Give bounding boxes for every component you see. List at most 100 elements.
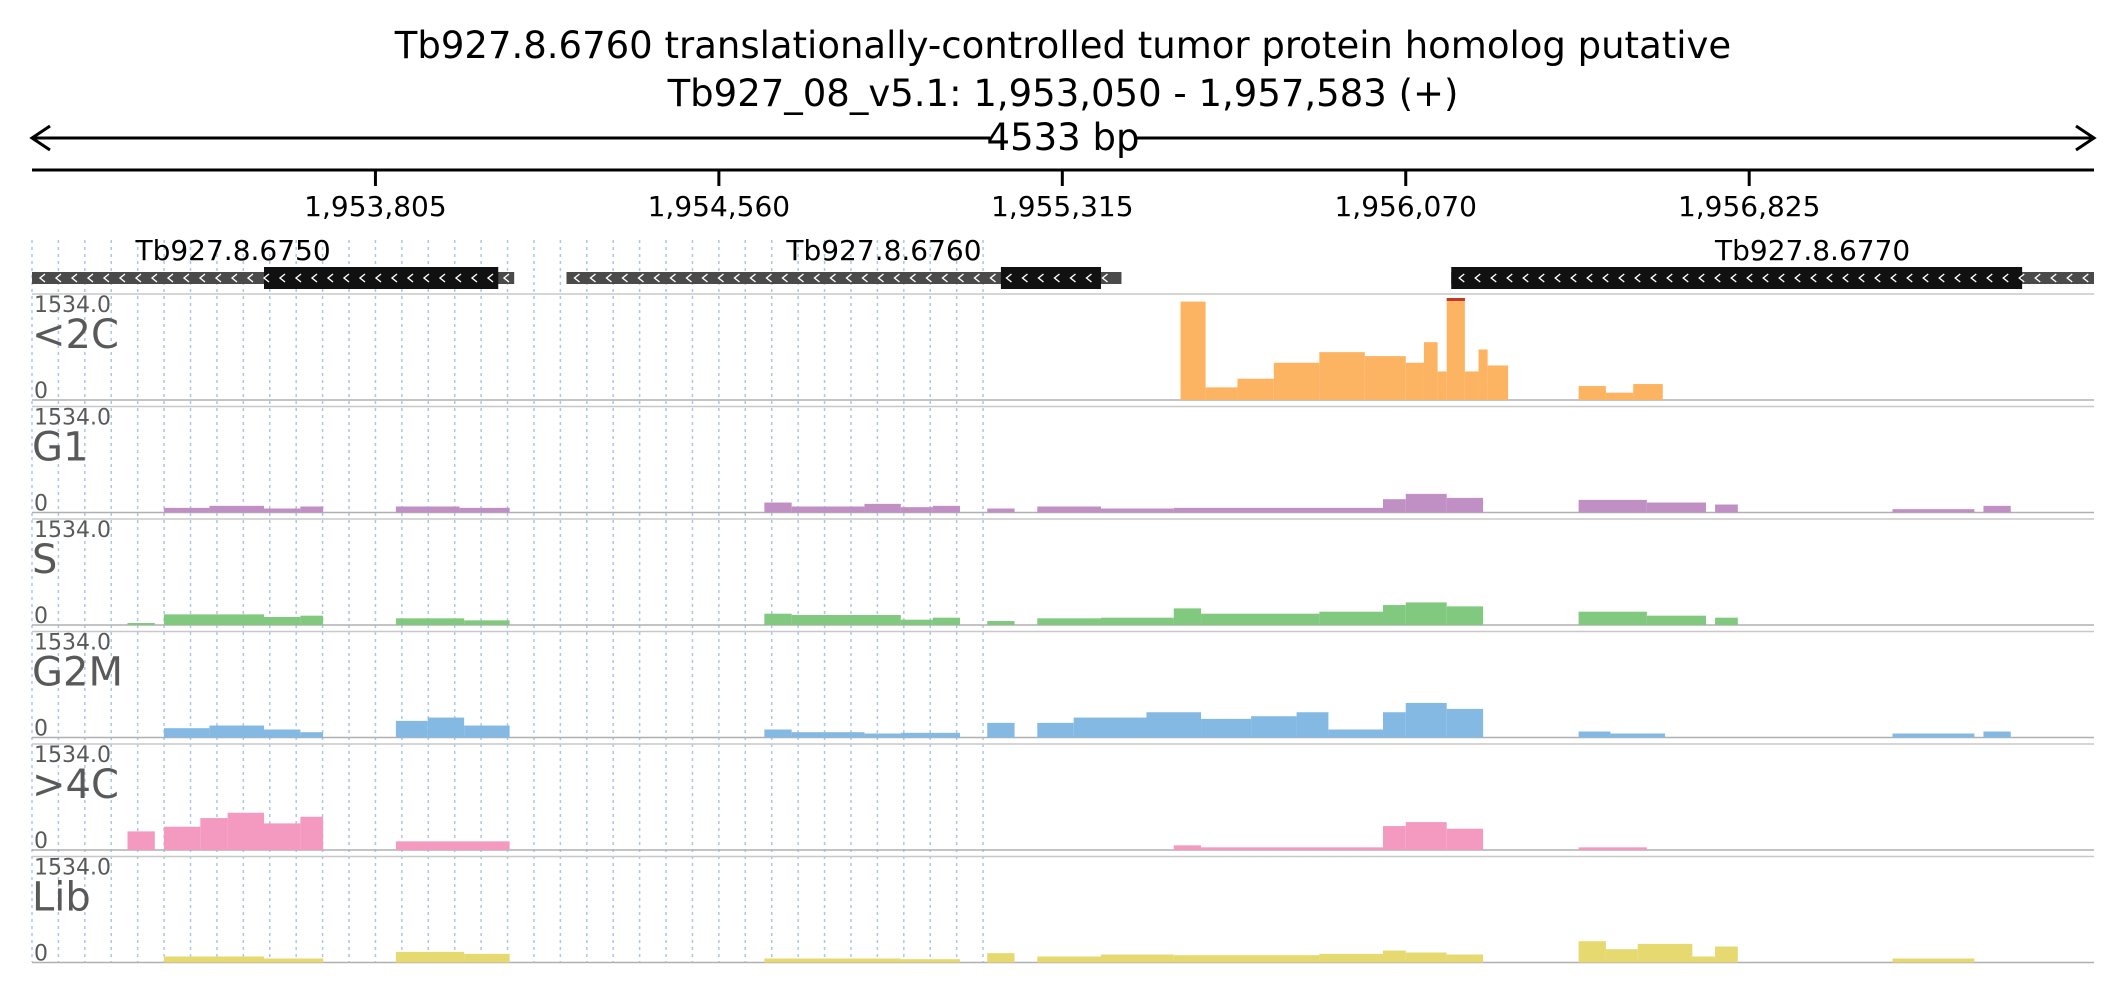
strand-chevron <box>262 273 270 283</box>
coverage-bar <box>1605 949 1638 963</box>
coverage-bar <box>1423 342 1438 400</box>
coverage-bar <box>987 722 1015 738</box>
coverage-bar <box>764 729 792 738</box>
track-label: G2M <box>32 650 123 696</box>
coverage-bar <box>427 717 465 738</box>
coverage-bar <box>1180 301 1206 400</box>
coverage-bar <box>900 619 933 625</box>
strand-chevron <box>230 273 238 283</box>
strand-chevron <box>1069 273 1076 283</box>
coverage-bar <box>791 506 865 513</box>
coverage-bar <box>1383 950 1406 963</box>
coverage-bar <box>1173 955 1320 963</box>
coverage-bar <box>987 508 1015 513</box>
coverage-bar <box>200 818 228 850</box>
coverage-bar <box>1383 499 1406 513</box>
strand-chevron <box>54 273 62 283</box>
gene-feature: Tb927.8.6750 <box>32 234 515 289</box>
track-label: <2C <box>32 312 119 358</box>
coverage-bar <box>932 505 960 513</box>
gene-feature: Tb927.8.6770 <box>1451 234 2094 289</box>
ruler-tick-label: 1,955,315 <box>991 190 1134 223</box>
track-min-label: 0 <box>34 604 48 629</box>
strand-chevron <box>1634 273 1641 283</box>
strand-chevron <box>1522 273 1529 283</box>
coverage-bar <box>1073 717 1147 738</box>
strand-chevron <box>38 273 46 283</box>
strand-chevron <box>390 273 398 283</box>
coverage-bar <box>791 615 901 625</box>
coverage-bar <box>1173 845 1202 850</box>
strand-chevron <box>342 273 350 283</box>
coverage-bar <box>395 841 510 850</box>
span-length-label: 4533 bp <box>987 116 1140 159</box>
coverage-bar <box>459 507 510 513</box>
coverage-bar <box>464 620 510 625</box>
strand-chevron <box>2082 273 2089 283</box>
coordinate-ruler: 1,953,805 1,954,560 1,955,315 1,956,070 1,95… <box>32 168 2094 223</box>
coverage-bar <box>127 831 155 850</box>
strand-chevron <box>797 273 804 283</box>
strand-chevron <box>813 273 820 283</box>
coverage-bar <box>1446 954 1484 963</box>
strand-chevron <box>1458 273 1465 283</box>
coverage-bar <box>1578 386 1606 400</box>
strand-chevron <box>326 273 334 283</box>
coverage-track: 1534.0S 0 <box>32 518 2094 629</box>
coverage-bar <box>1405 822 1447 850</box>
coverage-bar <box>1633 384 1663 400</box>
strand-chevron <box>358 273 366 283</box>
strand-chevron <box>1906 273 1913 283</box>
track-min-label: 0 <box>34 717 48 742</box>
coverage-bar <box>163 956 264 963</box>
coverage-bar <box>1892 958 1975 963</box>
strand-chevron <box>893 273 900 283</box>
strand-chevron <box>438 273 446 283</box>
strand-chevron <box>941 273 948 283</box>
gene-cds-block <box>263 267 499 289</box>
coverage-track: 1534.0<2C 0 <box>32 293 2094 404</box>
coverage-bar <box>163 614 264 625</box>
strand-chevron <box>749 273 756 283</box>
strand-chevron <box>1826 273 1833 283</box>
coverage-bar <box>900 959 960 963</box>
coverage-bar <box>1605 392 1634 400</box>
gene-cds-block <box>1451 267 2023 289</box>
strand-chevron <box>166 273 174 283</box>
coverage-bar <box>1251 716 1297 738</box>
strand-chevron <box>1506 273 1513 283</box>
strand-chevron <box>1746 273 1753 283</box>
coverage-bar <box>764 502 792 513</box>
strand-chevron <box>861 273 868 283</box>
coverage-bar <box>1715 504 1738 513</box>
strand-chevron <box>374 273 382 283</box>
coverage-bar <box>1173 608 1202 625</box>
track-label: Lib <box>32 875 91 921</box>
strand-chevron <box>1554 273 1561 283</box>
coverage-bar <box>1383 826 1406 850</box>
strand-chevron <box>1858 273 1865 283</box>
coverage-tracks: 1534.0<2C01534.0G101534.0S01534.0G2M0153… <box>32 293 2094 967</box>
strand-chevron <box>470 273 478 283</box>
ruler-tick-label: 1,954,560 <box>648 190 791 223</box>
coverage-bar <box>1201 718 1252 738</box>
gene-annotation-track: Tb927.8.6750 Tb927.8.6760 Tb927.8.6770 <box>32 234 2094 289</box>
strand-chevron <box>278 273 286 283</box>
strand-chevron <box>1890 273 1897 283</box>
coverage-bar <box>900 507 933 513</box>
coverage-bar <box>1319 953 1384 963</box>
track-max-label: 1534.0 <box>34 406 111 431</box>
strand-chevron <box>1101 273 1108 283</box>
coverage-bar <box>1446 606 1484 625</box>
coverage-bar <box>395 506 460 513</box>
coverage-bar <box>1100 617 1174 625</box>
coverage-bar <box>127 623 155 625</box>
strand-chevron <box>1474 273 1481 283</box>
strand-chevron <box>1538 273 1545 283</box>
strand-chevron <box>1682 273 1689 283</box>
coverage-bar <box>163 826 201 850</box>
strand-chevron <box>486 273 494 283</box>
coverage-bar <box>1578 731 1611 738</box>
